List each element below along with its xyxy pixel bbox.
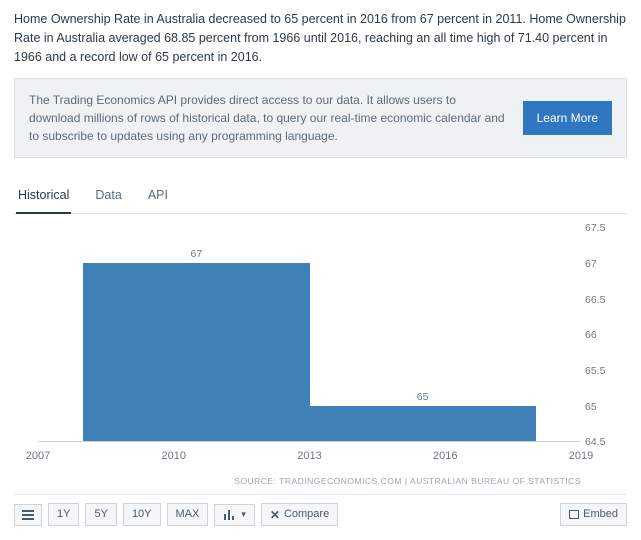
- intro-text: Home Ownership Rate in Australia decreas…: [14, 10, 627, 66]
- api-promo-box: The Trading Economics API provides direc…: [14, 78, 627, 158]
- y-tick-label: 65.5: [585, 365, 621, 377]
- chart-toolbar: 1Y 5Y 10Y MAX ▾ ✕ Compare Embed: [14, 494, 627, 526]
- y-tick-label: 67.5: [585, 222, 621, 234]
- chart-plot[interactable]: [38, 228, 581, 442]
- tab-api[interactable]: API: [146, 180, 170, 214]
- x-tick-label: 2013: [297, 450, 321, 462]
- chart-bar[interactable]: [310, 406, 536, 442]
- x-tick-label: 2016: [433, 450, 457, 462]
- y-tick-label: 67: [585, 258, 621, 270]
- bar-value-label: 65: [417, 391, 429, 407]
- y-tick-label: 66.5: [585, 294, 621, 306]
- y-tick-label: 65: [585, 401, 621, 413]
- x-tick-label: 2019: [569, 450, 593, 462]
- y-tick-label: 66: [585, 329, 621, 341]
- chart-area: 64.5 65 65.5 66 66.5 67 67.5 2007 2010 2013 2016 20…: [14, 222, 627, 472]
- tab-historical[interactable]: Historical: [16, 180, 71, 214]
- chart-source-line: SOURCE: TRADINGECONOMICS.COM | AUSTRALIA…: [14, 474, 627, 494]
- x-tick-label: 2007: [26, 450, 50, 462]
- x-tick-label: 2010: [162, 450, 186, 462]
- bar-value-label: 67: [191, 248, 203, 264]
- tab-data[interactable]: Data: [93, 180, 123, 214]
- chart-bar[interactable]: [83, 263, 309, 441]
- learn-more-button[interactable]: Learn More: [523, 101, 612, 135]
- api-promo-text: The Trading Economics API provides direc…: [29, 91, 509, 145]
- tab-bar: Historical Data API: [14, 180, 627, 214]
- y-tick-label: 64.5: [585, 436, 621, 448]
